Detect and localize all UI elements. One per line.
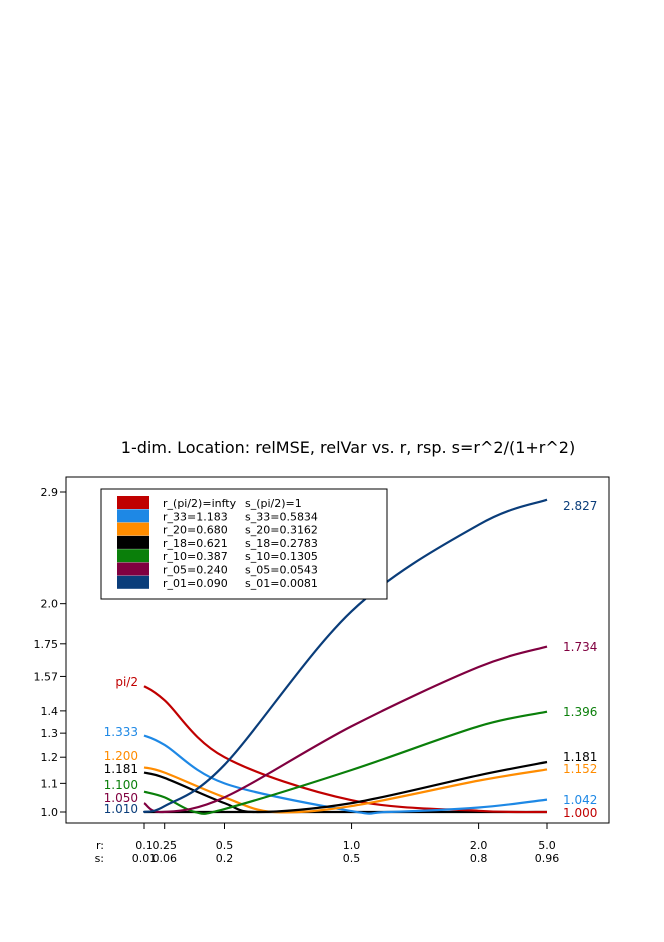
series-start-label: 1.200 bbox=[104, 749, 138, 763]
legend-swatch bbox=[117, 549, 149, 563]
x-row-label-r: r: bbox=[96, 839, 104, 852]
series-start-label: 1.333 bbox=[104, 725, 138, 739]
series-line bbox=[143, 685, 548, 814]
series-start-label: 1.181 bbox=[104, 762, 138, 776]
legend-entry-s: s_05=0.0543 bbox=[245, 564, 318, 577]
y-tick-label: 1.0 bbox=[41, 806, 59, 819]
legend-swatch bbox=[117, 575, 149, 589]
y-tick-label: 1.1 bbox=[41, 777, 59, 790]
series-end-label: 1.152 bbox=[563, 762, 597, 776]
y-tick-label: 2.9 bbox=[41, 486, 59, 499]
y-tick-label: 1.2 bbox=[41, 751, 59, 764]
legend-entry-r: r_(pi/2)=infty bbox=[163, 497, 237, 510]
y-tick-label: 1.4 bbox=[41, 705, 59, 718]
series-line bbox=[143, 645, 548, 814]
plot-frame bbox=[65, 476, 610, 824]
legend-entry-s: s_20=0.3162 bbox=[245, 524, 318, 537]
legend-entry-s: s_10=0.1305 bbox=[245, 550, 318, 563]
x-tick-label-s: 0.2 bbox=[216, 852, 234, 865]
x-tick-label-r: 0.5 bbox=[216, 839, 234, 852]
legend-entry-r: r_18=0.621 bbox=[163, 537, 228, 550]
legend-entry-s: s_18=0.2783 bbox=[245, 537, 318, 550]
legend-entry-s: s_01=0.0081 bbox=[245, 577, 318, 590]
x-tick-label-s: 0.96 bbox=[535, 852, 560, 865]
legend-entry-s: s_(pi/2)=1 bbox=[245, 497, 302, 510]
y-tick-label: 1.75 bbox=[34, 638, 59, 651]
legend: r_(pi/2)=infty s_(pi/2)=1 r_33=1.183 s_33=0… bbox=[100, 488, 388, 600]
series-end-label: 2.827 bbox=[563, 499, 597, 513]
series-end-label: 1.000 bbox=[563, 806, 597, 820]
x-row-label-s: s: bbox=[95, 852, 104, 865]
y-tick-label: 1.3 bbox=[41, 727, 59, 740]
curves bbox=[142, 498, 548, 815]
series-end-label: 1.396 bbox=[563, 705, 597, 719]
x-tick-label-s: 0.06 bbox=[152, 852, 177, 865]
series-end-label: 1.181 bbox=[563, 750, 597, 764]
x-tick-label-s: 0.5 bbox=[343, 852, 361, 865]
series-line bbox=[143, 734, 548, 815]
legend-swatch bbox=[117, 535, 149, 549]
x-tick-label-r: 0.25 bbox=[152, 839, 177, 852]
x-tick-label-r: 0.1 bbox=[135, 839, 153, 852]
legend-entry-s: s_33=0.5834 bbox=[245, 510, 318, 523]
series-line bbox=[143, 766, 548, 814]
legend-swatch bbox=[117, 522, 149, 536]
legend-swatch bbox=[117, 509, 149, 523]
x-tick-label-r: 1.0 bbox=[343, 839, 361, 852]
x-axis: r:s:0.10.010.250.060.50.21.00.52.00.85.0… bbox=[95, 823, 560, 865]
legend-entry-r: r_20=0.680 bbox=[163, 524, 228, 537]
legend-entry-r: r_01=0.090 bbox=[163, 577, 228, 590]
series-start-label: 1.050 bbox=[104, 791, 138, 805]
x-tick-label-s: 0.8 bbox=[470, 852, 488, 865]
legend-entry-r: r_33=1.183 bbox=[163, 510, 228, 523]
y-tick-label: 1.57 bbox=[34, 670, 59, 683]
x-tick-label-r: 2.0 bbox=[470, 839, 488, 852]
series-end-label: 1.042 bbox=[563, 793, 597, 807]
series-start-label: pi/2 bbox=[115, 675, 138, 689]
x-tick-label-r: 5.0 bbox=[538, 839, 556, 852]
series-line bbox=[142, 498, 548, 814]
legend-entry-r: r_10=0.387 bbox=[163, 550, 228, 563]
x-tick-label-s: 0.01 bbox=[132, 852, 157, 865]
curve-labels: pi/21.0001.3331.0421.2001.1521.1811.1811… bbox=[104, 499, 598, 820]
series-line bbox=[143, 760, 548, 814]
y-axis: 1.0 1.1 1.2 1.3 1.4 1.57 1.75 2.0 2.9 bbox=[34, 486, 66, 819]
series-start-label: 1.010 bbox=[104, 802, 138, 816]
legend-entry-r: r_05=0.240 bbox=[163, 564, 228, 577]
series-end-label: 1.734 bbox=[563, 640, 597, 654]
legend-swatch bbox=[117, 562, 149, 576]
chart-title: 1-dim. Location: relMSE, relVar vs. r, r… bbox=[121, 438, 575, 457]
series-line bbox=[143, 710, 548, 815]
legend-swatch bbox=[117, 496, 149, 509]
series-start-label: 1.100 bbox=[104, 778, 138, 792]
y-tick-label: 2.0 bbox=[41, 598, 59, 611]
